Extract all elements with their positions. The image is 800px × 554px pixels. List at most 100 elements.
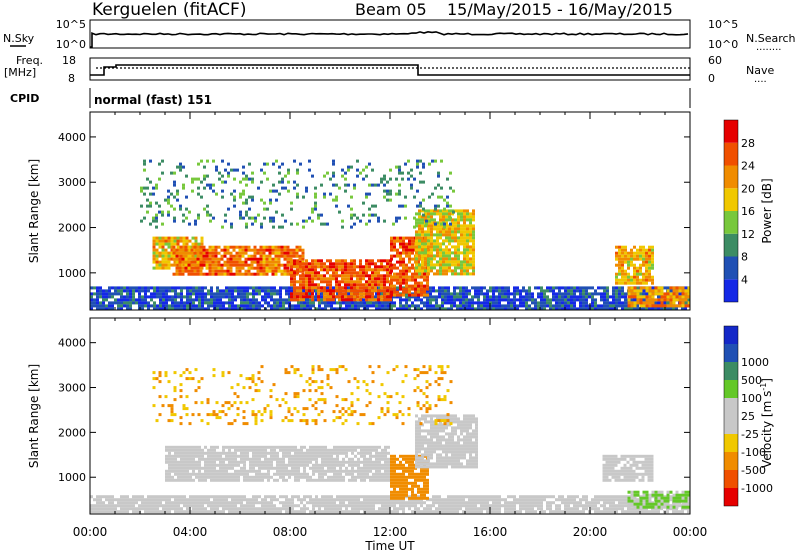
heatmap-cell bbox=[205, 272, 209, 276]
heatmap-cell bbox=[465, 286, 468, 290]
heatmap-cell bbox=[418, 212, 421, 216]
heatmap-cell bbox=[144, 510, 147, 514]
heatmap-cell bbox=[357, 504, 360, 508]
heatmap-cell bbox=[540, 501, 543, 505]
heatmap-cell bbox=[222, 445, 225, 449]
heatmap-cell bbox=[630, 292, 634, 296]
heatmap-cell bbox=[432, 295, 435, 299]
heatmap-cell bbox=[158, 263, 162, 267]
heatmap-cell bbox=[404, 195, 407, 199]
heatmap-cell bbox=[242, 216, 245, 220]
heatmap-cell bbox=[191, 242, 195, 246]
heatmap-cell bbox=[433, 245, 436, 249]
heatmap-cell bbox=[339, 304, 342, 308]
heatmap-cell bbox=[286, 266, 290, 270]
heatmap-cell bbox=[570, 304, 573, 308]
heatmap-cell bbox=[432, 498, 435, 502]
heatmap-cell bbox=[427, 269, 430, 273]
heatmap-cell bbox=[669, 301, 673, 305]
heatmap-cell bbox=[427, 254, 430, 258]
heatmap-cell bbox=[492, 289, 495, 293]
heatmap-cell bbox=[211, 272, 215, 276]
heatmap-cell bbox=[317, 289, 320, 293]
heatmap-cell bbox=[356, 286, 359, 290]
heatmap-cell bbox=[383, 189, 386, 193]
heatmap-cell bbox=[288, 292, 291, 296]
heatmap-cell bbox=[408, 284, 411, 288]
heatmap-cell bbox=[314, 186, 317, 190]
heatmap-cell bbox=[558, 495, 561, 499]
heatmap-cell bbox=[306, 307, 309, 311]
heatmap-cell bbox=[579, 307, 582, 311]
heatmap-cell bbox=[460, 227, 463, 231]
heatmap-cell bbox=[259, 254, 263, 258]
heatmap-cell bbox=[234, 498, 237, 502]
heatmap-cell bbox=[123, 510, 126, 514]
heatmap-cell bbox=[323, 222, 326, 226]
heatmap-cell bbox=[225, 504, 228, 508]
heatmap-cell bbox=[591, 295, 594, 299]
heatmap-cell bbox=[175, 260, 179, 264]
heatmap-cell bbox=[265, 269, 269, 273]
heatmap-cell bbox=[431, 192, 434, 196]
heatmap-cell bbox=[471, 298, 474, 302]
heatmap-cell bbox=[96, 292, 99, 296]
heatmap-cell bbox=[214, 260, 218, 264]
heatmap-cell bbox=[353, 289, 356, 293]
heatmap-cell bbox=[253, 254, 257, 258]
heatmap-cell bbox=[129, 301, 132, 305]
heatmap-cell bbox=[448, 236, 451, 240]
heatmap-cell bbox=[439, 269, 442, 273]
heatmap-cell bbox=[393, 245, 396, 249]
heatmap-cell bbox=[555, 298, 558, 302]
heatmap-cell bbox=[477, 295, 480, 299]
heatmap-cell bbox=[433, 266, 436, 270]
cpid-label: CPID bbox=[10, 92, 39, 105]
heatmap-cell bbox=[477, 304, 480, 308]
heatmap-cell bbox=[240, 495, 243, 499]
heatmap-cell bbox=[93, 510, 96, 514]
heatmap-cell bbox=[472, 245, 475, 249]
heatmap-cell bbox=[393, 284, 396, 288]
heatmap-cell bbox=[393, 254, 396, 258]
heatmap-cell bbox=[468, 498, 471, 502]
heatmap-cell bbox=[256, 260, 260, 264]
heatmap-cell bbox=[168, 445, 171, 449]
heatmap-cell bbox=[648, 275, 651, 279]
heatmap-cell bbox=[186, 457, 189, 461]
heatmap-cell bbox=[453, 289, 456, 293]
heatmap-cell bbox=[305, 268, 308, 272]
heatmap-cell bbox=[663, 286, 666, 290]
heatmap-cell bbox=[344, 298, 347, 302]
heatmap-cell bbox=[309, 301, 312, 305]
heatmap-cell bbox=[305, 265, 308, 269]
heatmap-cell bbox=[120, 286, 123, 290]
heatmap-cell bbox=[205, 251, 209, 255]
heatmap-cell bbox=[301, 257, 305, 261]
heatmap-cell bbox=[687, 298, 690, 302]
heatmap-cell bbox=[276, 507, 279, 511]
heatmap-cell bbox=[377, 280, 380, 284]
heatmap-cell bbox=[161, 266, 165, 270]
heatmap-cell bbox=[654, 301, 657, 305]
heatmap-cell bbox=[105, 289, 108, 293]
heatmap-cell bbox=[460, 263, 463, 267]
heatmap-cell bbox=[123, 501, 126, 505]
heatmap-cell bbox=[174, 295, 177, 299]
heatmap-cell bbox=[421, 221, 424, 225]
heatmap-cell bbox=[243, 292, 246, 296]
heatmap-cell bbox=[279, 301, 282, 305]
heatmap-cell bbox=[407, 177, 410, 181]
heatmap-cell bbox=[594, 301, 597, 305]
heatmap-cell bbox=[231, 510, 234, 514]
heatmap-cell bbox=[180, 472, 183, 476]
heatmap-cell bbox=[233, 198, 236, 202]
heatmap-cell bbox=[262, 248, 266, 252]
heatmap-cell bbox=[296, 183, 299, 187]
heatmap-cell bbox=[424, 251, 427, 255]
heatmap-cell bbox=[504, 501, 507, 505]
heatmap-cell bbox=[368, 207, 371, 211]
heatmap-cell bbox=[320, 213, 323, 217]
heatmap-cell bbox=[510, 501, 513, 505]
heatmap-cell bbox=[424, 242, 427, 246]
